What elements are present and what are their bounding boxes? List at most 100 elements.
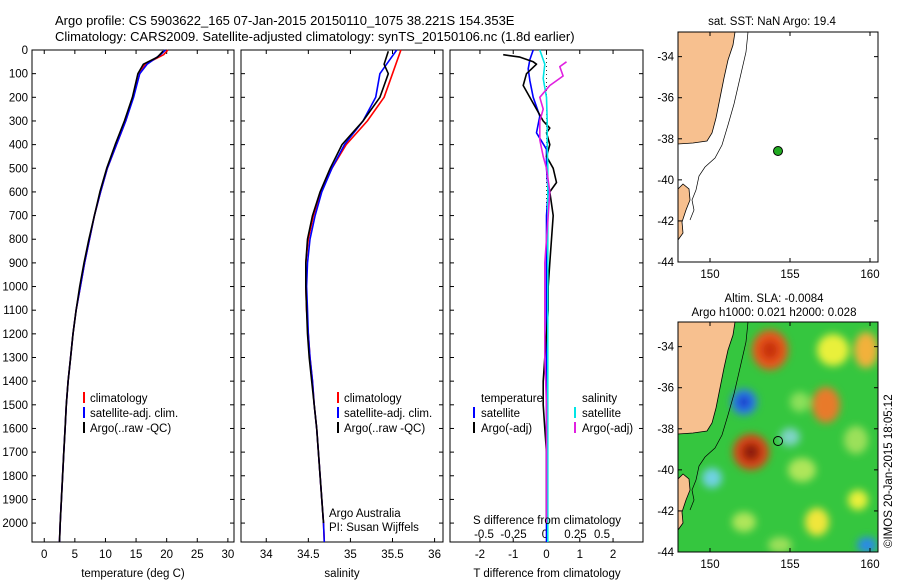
depth-tick-label: 1000: [2, 282, 28, 294]
legend-clim: climatology: [344, 393, 402, 405]
depth-tick-label: 300: [9, 116, 28, 128]
depth-tick-label: 700: [9, 211, 28, 223]
sla-anomalies: [702, 330, 878, 552]
difference-series: [503, 49, 567, 542]
lat-tick-label: -36: [657, 93, 674, 105]
depth-tick-label: 600: [9, 187, 28, 199]
depth-tick-label: 800: [9, 234, 28, 246]
lat-tick-label: -36: [657, 383, 674, 395]
x-tick-label: 15: [130, 549, 143, 561]
x-tick-label: 0: [41, 549, 47, 561]
depth-tick-label: 500: [9, 163, 28, 175]
land-mass: [677, 31, 736, 145]
salinity-x-label: salinity: [324, 568, 359, 580]
bathymetry-contour: [689, 31, 749, 221]
lat-tick-label: -38: [657, 424, 674, 436]
legend-sat: satellite-adj. clim.: [90, 408, 178, 420]
x-tick-label: 34: [260, 549, 273, 561]
sst-lat-ticks: -34 -36 -38 -40 -42 -44: [657, 52, 878, 269]
t-diff-x-label: T difference from climatology: [473, 568, 620, 580]
argo-float-marker: [773, 146, 783, 156]
lon-tick-label: 150: [700, 269, 719, 281]
sla-map-frame: [677, 321, 879, 553]
depth-axis-labels: 0 100 200 300 400 500 600 700 800 900 1000 1100 1200…: [2, 45, 28, 530]
x-tick-label: 35: [344, 549, 357, 561]
x-tick-label: 20: [160, 549, 173, 561]
temperature-axes: [31, 49, 235, 543]
legend-clim: climatology: [90, 393, 148, 405]
x-tick-label: 25: [191, 549, 204, 561]
depth-tick-label: 1600: [2, 423, 28, 435]
s-diff-tick-label: -0.25: [500, 529, 526, 541]
header-line-2: Climatology: CARS2009. Satellite-adjuste…: [55, 29, 575, 44]
s-diff-tick-label: 0.25: [564, 529, 586, 541]
series-line-2: [305, 50, 390, 524]
series-line-3: [539, 61, 567, 524]
salinity-x-ticks: 34 34.5 35 35.5 36: [241, 49, 443, 561]
x-tick-label: 5: [72, 549, 78, 561]
bathymetry-contour: [689, 322, 749, 511]
depth-tick-label: 1700: [2, 447, 28, 459]
depth-tick-label: 1100: [3, 305, 28, 317]
x-tick-label: 1: [577, 549, 583, 561]
depth-tick-label: 1300: [2, 353, 28, 365]
sla-lat-ticks: -34 -36 -38 -40 -42 -44: [657, 342, 878, 559]
salinity-panel: 34 34.5 35 35.5 36 salinity climatology sate…: [240, 49, 444, 580]
x-tick-label: 34.5: [297, 549, 319, 561]
land-mass-south: [678, 473, 691, 531]
temperature-x-label: temperature (deg C): [81, 568, 185, 580]
depth-tick-label: 400: [9, 140, 28, 152]
sst-map-title: sat. SST: NaN Argo: 19.4: [708, 16, 836, 28]
legend-t-sat: satellite: [481, 408, 520, 420]
lon-tick-label: 155: [780, 559, 799, 571]
legend-s-sat: satellite: [582, 408, 621, 420]
legend-title-temperature: temperature: [481, 393, 543, 405]
lat-tick-label: -40: [657, 175, 674, 187]
temperature-x-ticks: 0 5 10 15 20 25 30: [32, 49, 234, 561]
salinity-series: [305, 49, 402, 543]
sst-lon-ticks: 150 155 160: [700, 32, 880, 281]
x-tick-label: -1: [508, 549, 518, 561]
sla-map-title-2: Argo h1000: 0.021 h2000: 0.028: [692, 307, 857, 319]
lon-tick-label: 150: [700, 559, 719, 571]
temperature-series: [58, 49, 169, 543]
argo-float-marker: [773, 436, 783, 446]
sst-map-frame: [677, 31, 879, 263]
x-tick-label: 36: [428, 549, 441, 561]
temperature-panel: 0100200300400500600700800900100011001200…: [2, 45, 235, 580]
lat-tick-label: -38: [657, 134, 674, 146]
x-tick-label: 0: [543, 549, 549, 561]
depth-tick-label: 100: [9, 69, 28, 81]
legend-title-salinity: salinity: [582, 393, 617, 405]
difference-x-ticks: -2 -1 0 1 2 -0.5 -0.25 0 0.25 0.5: [450, 49, 643, 561]
lat-tick-label: -44: [657, 547, 674, 559]
sla-field: [678, 322, 878, 552]
lat-tick-label: -34: [657, 52, 674, 64]
series-line-2: [58, 50, 164, 543]
temperature-legend: climatology satellite-adj. clim. Argo(..…: [83, 392, 178, 435]
depth-tick-label: 0: [22, 45, 28, 57]
x-tick-label: 30: [221, 549, 234, 561]
lat-tick-label: -40: [657, 465, 674, 477]
header-line-1: Argo profile: CS 5903622_165 07-Jan-2015…: [55, 13, 515, 28]
legend-sat: satellite-adj. clim.: [344, 408, 432, 420]
imos-credit: ©IMOS 20-Jan-2015 18:05:12: [883, 394, 895, 548]
depth-tick-label: 1900: [2, 494, 28, 506]
s-diff-tick-label: -0.5: [474, 529, 494, 541]
legend-s-argo: Argo(-adj): [582, 423, 633, 435]
lon-tick-label: 160: [860, 559, 879, 571]
x-tick-label: 2: [610, 549, 616, 561]
argo-australia-text: Argo Australia: [329, 508, 401, 520]
pi-name-text: PI: Susan Wijffels: [329, 522, 419, 534]
depth-tick-label: 2000: [2, 518, 28, 530]
series-line-1: [58, 49, 166, 543]
depth-tick-label: 1500: [2, 400, 28, 412]
sla-map-title-1: Altim. SLA: -0.0084: [724, 293, 824, 305]
series-line-0: [58, 49, 169, 543]
lon-tick-label: 155: [780, 269, 799, 281]
difference-panel: -2 -1 0 1 2 -0.5 -0.25 0 0.25 0.5 T difference fr…: [449, 49, 644, 580]
x-tick-label: -2: [475, 549, 485, 561]
s-diff-tick-label: 0: [542, 529, 548, 541]
depth-tick-label: 1800: [2, 471, 28, 483]
